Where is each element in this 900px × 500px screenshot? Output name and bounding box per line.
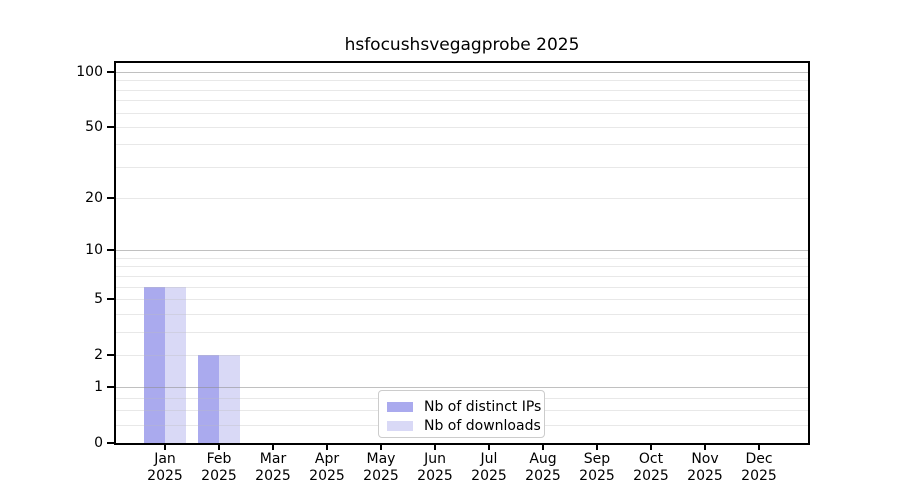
xtick-label-feb: Feb 2025 bbox=[189, 451, 249, 485]
xtick-year: 2025 bbox=[525, 468, 561, 484]
xtick-label-sep: Sep 2025 bbox=[567, 451, 627, 485]
legend: Nb of distinct IPs Nb of downloads bbox=[378, 390, 545, 438]
ytick-label-0: 0 bbox=[94, 435, 103, 451]
xtick-label-oct: Oct 2025 bbox=[621, 451, 681, 485]
legend-label-downloads: Nb of downloads bbox=[424, 417, 541, 434]
gridline-minor-90 bbox=[116, 80, 808, 82]
xtick-label-dec: Dec 2025 bbox=[729, 451, 789, 485]
xtick-mark-mar bbox=[272, 445, 274, 450]
gridline-major-10 bbox=[116, 250, 808, 252]
xtick-label-jan: Jan 2025 bbox=[135, 451, 195, 485]
xtick-year: 2025 bbox=[579, 468, 615, 484]
xtick-month: Feb bbox=[206, 451, 232, 467]
bar-nb-of-downloads-feb bbox=[219, 354, 240, 443]
ytick-label-5: 5 bbox=[94, 290, 103, 307]
xtick-mark-feb bbox=[218, 445, 220, 450]
gridline-minor-60 bbox=[116, 112, 808, 114]
ytick-label-20: 20 bbox=[85, 190, 103, 207]
ytick-mark-5 bbox=[107, 297, 114, 300]
xtick-year: 2025 bbox=[687, 468, 723, 484]
xtick-label-may: May 2025 bbox=[351, 451, 411, 485]
gridline-minor-7 bbox=[116, 275, 808, 277]
xtick-mark-jun bbox=[434, 445, 436, 450]
gridline-minor-9 bbox=[116, 257, 808, 259]
ytick-label-10: 10 bbox=[85, 242, 103, 259]
gridline-minor-70 bbox=[116, 100, 808, 102]
xtick-year: 2025 bbox=[201, 468, 237, 484]
ytick-label-50: 50 bbox=[85, 118, 103, 135]
xtick-label-apr: Apr 2025 bbox=[297, 451, 357, 485]
xtick-mark-dec bbox=[758, 445, 760, 450]
ytick-label-1: 1 bbox=[94, 379, 103, 396]
ytick-label-2: 2 bbox=[94, 346, 103, 363]
ytick-mark-2 bbox=[107, 353, 114, 356]
xtick-mark-jan bbox=[164, 445, 166, 450]
xtick-month: Nov bbox=[691, 451, 719, 467]
bar-nb-of-distinct-ips-feb bbox=[198, 354, 219, 443]
legend-swatch-downloads bbox=[387, 420, 413, 431]
xtick-month: Aug bbox=[529, 451, 557, 467]
xtick-month: Apr bbox=[314, 451, 340, 467]
gridline-minor-40 bbox=[116, 144, 808, 146]
xtick-month: Sep bbox=[583, 451, 611, 467]
ytick-mark-1 bbox=[107, 386, 114, 389]
xtick-year: 2025 bbox=[471, 468, 507, 484]
gridline-minor-50 bbox=[116, 126, 808, 128]
xtick-mark-apr bbox=[326, 445, 328, 450]
legend-label-distinct-ips: Nb of distinct IPs bbox=[424, 398, 542, 415]
gridline-minor-4 bbox=[116, 313, 808, 315]
gridline-minor-20 bbox=[116, 198, 808, 200]
xtick-year: 2025 bbox=[309, 468, 345, 484]
xtick-mark-sep bbox=[596, 445, 598, 450]
xtick-year: 2025 bbox=[741, 468, 777, 484]
xtick-mark-aug bbox=[542, 445, 544, 450]
xtick-mark-nov bbox=[704, 445, 706, 450]
xtick-year: 2025 bbox=[147, 468, 183, 484]
ytick-mark-10 bbox=[107, 249, 114, 252]
xtick-label-aug: Aug 2025 bbox=[513, 451, 573, 485]
bar-nb-of-distinct-ips-jan bbox=[144, 286, 165, 443]
gridline-minor-80 bbox=[116, 89, 808, 91]
xtick-month: Dec bbox=[745, 451, 773, 467]
xtick-label-mar: Mar 2025 bbox=[243, 451, 303, 485]
ytick-mark-0 bbox=[107, 442, 114, 444]
xtick-mark-oct bbox=[650, 445, 652, 450]
gridline-minor-3 bbox=[116, 331, 808, 333]
xtick-year: 2025 bbox=[363, 468, 399, 484]
xtick-mark-may bbox=[380, 445, 382, 450]
xtick-label-nov: Nov 2025 bbox=[675, 451, 735, 485]
ytick-mark-20 bbox=[107, 197, 114, 200]
xtick-month: Oct bbox=[638, 451, 664, 467]
gridline-minor-8 bbox=[116, 266, 808, 268]
xtick-year: 2025 bbox=[255, 468, 291, 484]
xtick-month: May bbox=[366, 451, 396, 467]
ytick-mark-50 bbox=[107, 125, 114, 128]
xtick-year: 2025 bbox=[633, 468, 669, 484]
gridline-minor-5 bbox=[116, 298, 808, 300]
legend-row-downloads: Nb of downloads bbox=[387, 417, 541, 434]
xtick-month: Jul bbox=[480, 451, 498, 467]
plot-area: Nb of distinct IPs Nb of downloads bbox=[114, 61, 810, 445]
xtick-month: Jan bbox=[154, 451, 176, 467]
xtick-year: 2025 bbox=[417, 468, 453, 484]
ytick-label-100: 100 bbox=[76, 64, 103, 81]
gridline-major-100 bbox=[116, 72, 808, 74]
bar-nb-of-downloads-jan bbox=[165, 286, 186, 443]
ytick-mark-100 bbox=[107, 71, 114, 74]
xtick-mark-jul bbox=[488, 445, 490, 450]
legend-swatch-distinct-ips bbox=[387, 401, 413, 412]
xtick-month: Mar bbox=[259, 451, 287, 467]
chart-title: hsfocushsvegagprobe 2025 bbox=[344, 35, 580, 55]
legend-row-distinct-ips: Nb of distinct IPs bbox=[387, 398, 541, 415]
gridline-minor-30 bbox=[116, 166, 808, 168]
gridline-major-1 bbox=[116, 387, 808, 389]
gridline-minor-6 bbox=[116, 286, 808, 288]
xtick-month: Jun bbox=[424, 451, 446, 467]
gridline-minor-2 bbox=[116, 354, 808, 356]
xtick-label-jun: Jun 2025 bbox=[405, 451, 465, 485]
xtick-label-jul: Jul 2025 bbox=[459, 451, 519, 485]
